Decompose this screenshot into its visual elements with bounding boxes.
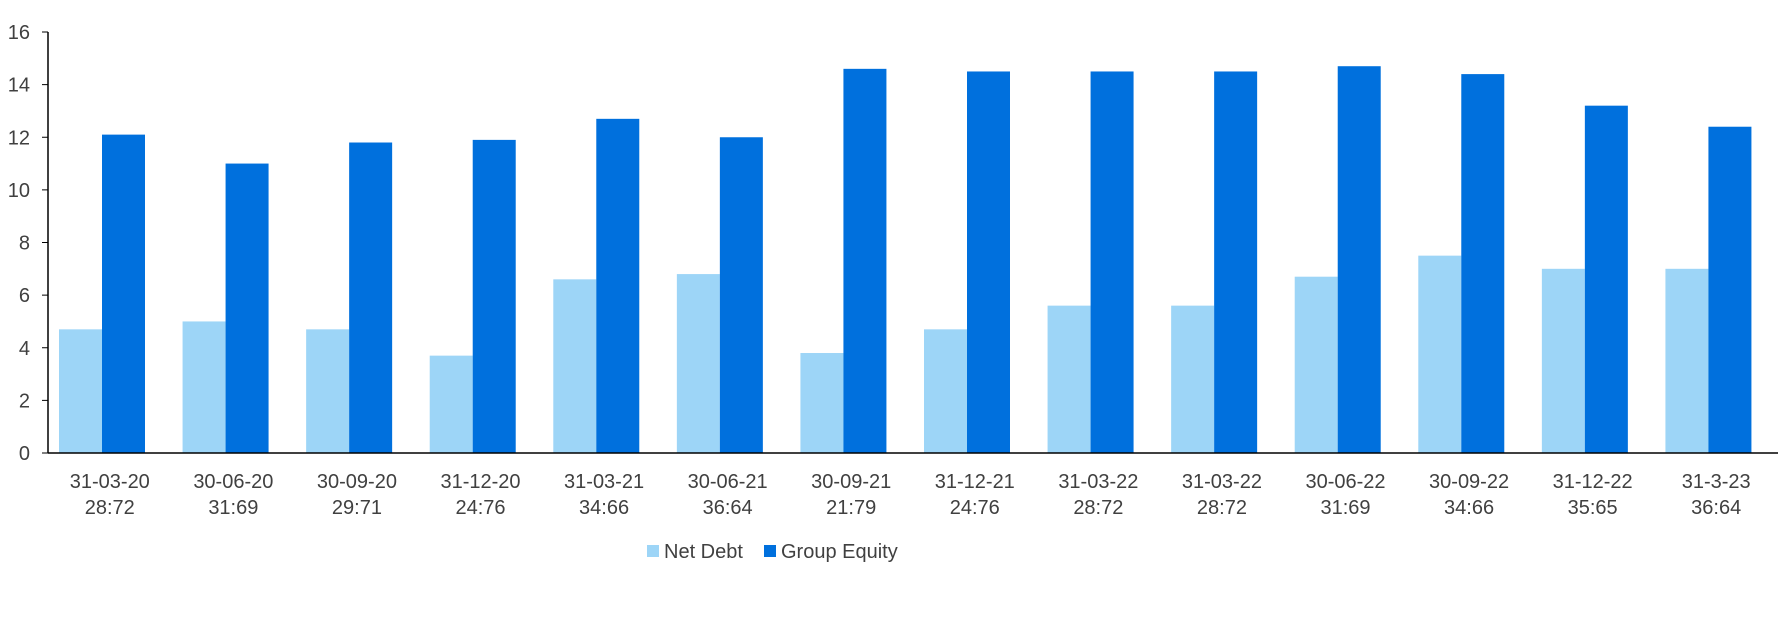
bar-net-debt xyxy=(1665,268,1709,453)
bar-group-equity xyxy=(1337,66,1381,454)
legend-label: Net Debt xyxy=(664,541,743,563)
x-tick-label-ratio: 29:71 xyxy=(332,497,382,519)
y-tick-label: 14 xyxy=(8,75,30,97)
x-tick-label-date: 31-03-22 xyxy=(1182,471,1262,493)
legend-item-net-debt: Net Debt xyxy=(647,541,743,563)
bar-group-equity xyxy=(102,134,145,453)
legend-swatch xyxy=(764,545,776,557)
bar-net-debt xyxy=(306,329,350,453)
bar-group-equity xyxy=(596,118,640,454)
bar-group-equity xyxy=(1708,126,1752,453)
x-tick-label-date: 31-12-21 xyxy=(935,471,1015,493)
bar-group-equity xyxy=(1461,74,1505,453)
y-tick-label: 10 xyxy=(8,180,30,202)
bar-net-debt xyxy=(1047,305,1091,453)
x-tick-label-ratio: 28:72 xyxy=(1197,497,1247,519)
bar-group-equity xyxy=(349,142,393,453)
x-tick-label-ratio: 21:79 xyxy=(826,497,876,519)
bar-group-equity xyxy=(719,137,763,453)
y-tick-label: 4 xyxy=(19,338,30,360)
bar-group-equity xyxy=(1214,71,1258,453)
x-tick-label-date: 31-03-21 xyxy=(564,471,644,493)
bar-net-debt xyxy=(182,321,226,453)
x-axis-labels: 31-03-20 28:72 30-06-20 31:69 30-09-20 29:71 3… xyxy=(70,471,1751,519)
x-tick-label-date: 30-09-22 xyxy=(1429,471,1509,493)
bar-group-equity xyxy=(1090,71,1134,453)
bar-net-debt xyxy=(59,329,102,453)
x-tick-label-ratio: 35:65 xyxy=(1568,497,1618,519)
y-tick-label: 2 xyxy=(19,390,30,412)
bar-group-equity xyxy=(843,68,887,454)
x-tick-label-date: 30-09-21 xyxy=(811,471,891,493)
x-tick-label-ratio: 34:66 xyxy=(1444,497,1494,519)
bar-group-equity xyxy=(225,163,269,453)
x-tick-label-date: 31-03-20 xyxy=(70,471,150,493)
bar-net-debt xyxy=(1171,305,1215,453)
y-tick-label: 12 xyxy=(8,127,30,149)
y-tick-label: 6 xyxy=(19,285,30,307)
y-tick-label: 8 xyxy=(19,233,30,255)
x-tick-label-ratio: 31:69 xyxy=(1320,497,1370,519)
y-axis-ticks: 0 2 4 6 8 10 12 14 16 xyxy=(8,22,48,465)
x-tick-label-ratio: 31:69 xyxy=(208,497,258,519)
bar-net-debt xyxy=(1418,255,1462,453)
legend-item-group-equity: Group Equity xyxy=(764,541,898,563)
bar-net-debt xyxy=(429,355,473,453)
bar-group-equity xyxy=(1584,105,1628,454)
x-tick-label-date: 31-12-20 xyxy=(440,471,520,493)
x-tick-label-ratio: 28:72 xyxy=(85,497,135,519)
y-tick-label: 0 xyxy=(19,443,30,465)
x-tick-label-ratio: 36:64 xyxy=(1691,497,1741,519)
x-tick-label-ratio: 28:72 xyxy=(1073,497,1123,519)
x-tick-label-ratio: 34:66 xyxy=(579,497,629,519)
bars xyxy=(59,66,1752,454)
legend-label: Group Equity xyxy=(781,541,898,563)
x-tick-label-date: 30-06-22 xyxy=(1305,471,1385,493)
legend: Net Debt Group Equity xyxy=(647,541,898,563)
bar-net-debt xyxy=(1541,268,1585,453)
bar-group-equity xyxy=(472,139,516,453)
x-tick-label-date: 31-03-22 xyxy=(1058,471,1138,493)
x-tick-label-ratio: 24:76 xyxy=(455,497,505,519)
x-tick-label-date: 31-12-22 xyxy=(1553,471,1633,493)
bar-net-debt xyxy=(924,329,967,453)
bar-net-debt xyxy=(553,279,597,453)
x-tick-label-ratio: 24:76 xyxy=(950,497,1000,519)
x-tick-label-date: 30-06-20 xyxy=(193,471,273,493)
bar-net-debt xyxy=(800,353,844,453)
axes xyxy=(47,32,1778,454)
x-tick-label-date: 31-3-23 xyxy=(1682,471,1751,493)
bar-group-equity xyxy=(967,71,1010,453)
bar-net-debt xyxy=(676,274,720,453)
bar-net-debt xyxy=(1294,276,1338,453)
legend-swatch xyxy=(647,545,659,557)
x-tick-label-ratio: 36:64 xyxy=(703,497,753,519)
x-tick-label-date: 30-09-20 xyxy=(317,471,397,493)
x-tick-label-date: 30-06-21 xyxy=(688,471,768,493)
y-tick-label: 16 xyxy=(8,22,30,44)
